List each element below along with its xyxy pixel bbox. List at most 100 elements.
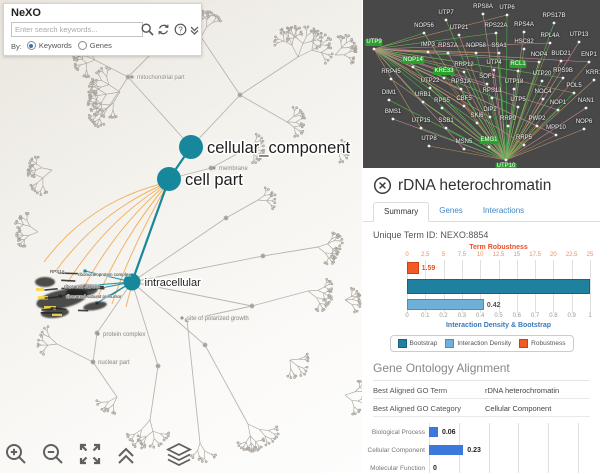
term-node-cellular-component[interactable]: [179, 135, 203, 159]
gene-node-rcl1[interactable]: RCL1: [509, 61, 527, 68]
gene-node-utp10[interactable]: UTP10: [495, 163, 517, 168]
gene-node-rrp45[interactable]: RRP45: [381, 69, 401, 75]
radio-icon[interactable]: [26, 41, 36, 50]
gene-node-rps5[interactable]: RPS5: [434, 98, 450, 104]
legend-swatch: [397, 339, 407, 348]
cluster-term-label[interactable]: ribonucleoprotein complex: [78, 272, 132, 278]
gene-node-utp15[interactable]: UTP15: [411, 118, 431, 124]
term-label[interactable]: mitochondrial part: [136, 74, 186, 82]
gene-node-rps4a[interactable]: RPS4A: [514, 22, 534, 28]
tab-genes[interactable]: Genes: [439, 206, 463, 215]
gene-node-ski6[interactable]: SKI6: [470, 113, 484, 119]
zoom-in-icon[interactable]: [4, 442, 28, 468]
term-label[interactable]: membrane: [218, 165, 249, 173]
top-axis: 0 2.5 5 7.5 10 12.5 15 17.5 20 22.5 25: [405, 252, 593, 260]
gene-node-sof1[interactable]: SOF1: [479, 74, 495, 80]
cluster-term-label[interactable]: ribosomal subunit: [64, 284, 101, 290]
term-node-label[interactable]: cellular_component: [206, 137, 353, 158]
gene-node-rps1a[interactable]: RPS1A: [451, 79, 471, 85]
gene-node-mpp10[interactable]: MPP10: [546, 125, 566, 131]
gene-node-utp21[interactable]: UTP21: [449, 25, 469, 31]
term-label[interactable]: protein complex: [102, 331, 146, 339]
gene-node-utp9[interactable]: UTP9: [365, 39, 383, 46]
gene-node-utp5[interactable]: UTP5: [510, 97, 526, 103]
gene-node-urb1[interactable]: URB1: [414, 92, 432, 98]
gene-node-nan1[interactable]: NAN1: [577, 98, 595, 104]
reset-icon[interactable]: [156, 22, 171, 37]
gene-node-nop14[interactable]: NOP14: [402, 57, 424, 64]
search-mode-genes[interactable]: Genes: [77, 41, 112, 50]
gene-node-emg1[interactable]: EMG1: [479, 137, 499, 144]
axis-tick: 25: [586, 252, 594, 258]
gene-node-hsc82[interactable]: HSC82: [514, 39, 534, 45]
gene-node-dip2[interactable]: DIP2: [483, 107, 497, 113]
gene-node-nop58[interactable]: NOP58: [466, 43, 486, 49]
gene-node-noc4[interactable]: NOC4: [534, 89, 552, 95]
gene-node-kre33[interactable]: KRE33: [433, 68, 455, 75]
gene-node-cbf5[interactable]: CBF5: [456, 96, 472, 102]
search-mode-label: Genes: [89, 41, 112, 50]
gene-node-rpl4a[interactable]: RPL4A: [540, 33, 560, 39]
gene-node-msn5[interactable]: MSN5: [455, 139, 473, 145]
gene-node-pol5[interactable]: POL5: [566, 83, 582, 89]
help-icon[interactable]: ?: [173, 22, 188, 37]
layers-icon[interactable]: [165, 442, 193, 468]
gridline: [518, 423, 520, 473]
gene-node-rrp9[interactable]: RRP9: [499, 116, 517, 122]
gene-node-nop6[interactable]: NOP6: [575, 119, 593, 125]
gene-node-rps13[interactable]: RPS13: [482, 88, 502, 94]
gene-node-dim1[interactable]: DIM1: [381, 90, 397, 96]
gene-node-rps17b[interactable]: RPS17B: [542, 13, 566, 19]
chevrons-up-icon[interactable]: [115, 442, 137, 468]
gene-node-utp8[interactable]: UTP8: [421, 136, 437, 142]
gene-node-krr1[interactable]: KRR1: [585, 70, 600, 76]
tab-interactions[interactable]: Interactions: [482, 206, 525, 215]
gene-node-utp20[interactable]: UTP20: [532, 71, 552, 77]
term-label[interactable]: site of polarized growth: [186, 315, 249, 323]
gene-node-utp4[interactable]: UTP4: [486, 60, 502, 66]
gene-node-ssb1[interactable]: SSB1: [438, 118, 454, 124]
gene-node-imp3[interactable]: IMP3: [420, 42, 436, 48]
gene-node-nop4[interactable]: NOP4: [530, 52, 548, 58]
gene-node-pwp2[interactable]: PWP2: [528, 116, 546, 122]
gene-node-utp18[interactable]: UTP18: [504, 79, 524, 85]
gene-node-nop1[interactable]: NOP1: [549, 100, 567, 106]
search-mode-keywords[interactable]: Keywords: [26, 41, 72, 50]
gene-node-utp6[interactable]: UTP6: [499, 5, 515, 11]
term-node-cell-part[interactable]: [157, 167, 181, 191]
gene-node-utp7[interactable]: UTP7: [438, 10, 454, 16]
bar-value-label: 0.06: [441, 428, 456, 436]
cluster-term-label[interactable]: RPS1A: [50, 269, 66, 275]
cluster-term-label[interactable]: ribosomal subunit precursor: [66, 294, 123, 300]
by-label: By:: [11, 42, 22, 51]
axis-tick: 17.5: [529, 252, 541, 258]
gene-node-utp22[interactable]: UTP22: [420, 78, 440, 84]
term-node-intracellular[interactable]: [123, 273, 141, 291]
gene-node-rps9b[interactable]: RPS9B: [553, 68, 573, 74]
term-label[interactable]: nuclear part: [97, 359, 131, 367]
gene-node-enp1[interactable]: ENP1: [581, 52, 597, 58]
term-node-label[interactable]: cell part: [184, 169, 245, 190]
gene-node-rps7a[interactable]: RPS7A: [438, 43, 458, 49]
term-node-label[interactable]: intracellular: [143, 275, 203, 290]
gene-node-rrp5[interactable]: RRP5: [515, 135, 533, 141]
interaction-network-panel[interactable]: UTP9 UTP7 NOP56 UTP21 IMP3 RPS7A NOP58 NOP14 RRP…: [363, 0, 600, 168]
radio-icon[interactable]: [77, 41, 87, 50]
gene-node-rrp12[interactable]: RRP12: [454, 62, 474, 68]
tab-summary[interactable]: Summary: [373, 202, 430, 222]
chevron-down-icon[interactable]: [188, 22, 203, 37]
fit-screen-icon[interactable]: [78, 442, 102, 468]
gene-node-utp13[interactable]: UTP13: [569, 32, 589, 38]
gene-node-ssa1[interactable]: SSA1: [491, 43, 507, 49]
zoom-out-icon[interactable]: [41, 442, 65, 468]
gene-node-bms1[interactable]: BMS1: [384, 109, 402, 115]
gene-node-rps22a[interactable]: RPS22A: [484, 23, 508, 29]
gene-node-nop56[interactable]: NOP56: [414, 23, 434, 29]
bar-value-label: 0.23: [467, 446, 481, 454]
circle-x-icon[interactable]: [373, 176, 392, 195]
search-icon[interactable]: [140, 22, 155, 37]
gene-node-rps8a[interactable]: RPS8A: [473, 4, 493, 10]
search-input[interactable]: [11, 22, 143, 37]
gene-node-bud21[interactable]: BUD21: [551, 51, 571, 57]
